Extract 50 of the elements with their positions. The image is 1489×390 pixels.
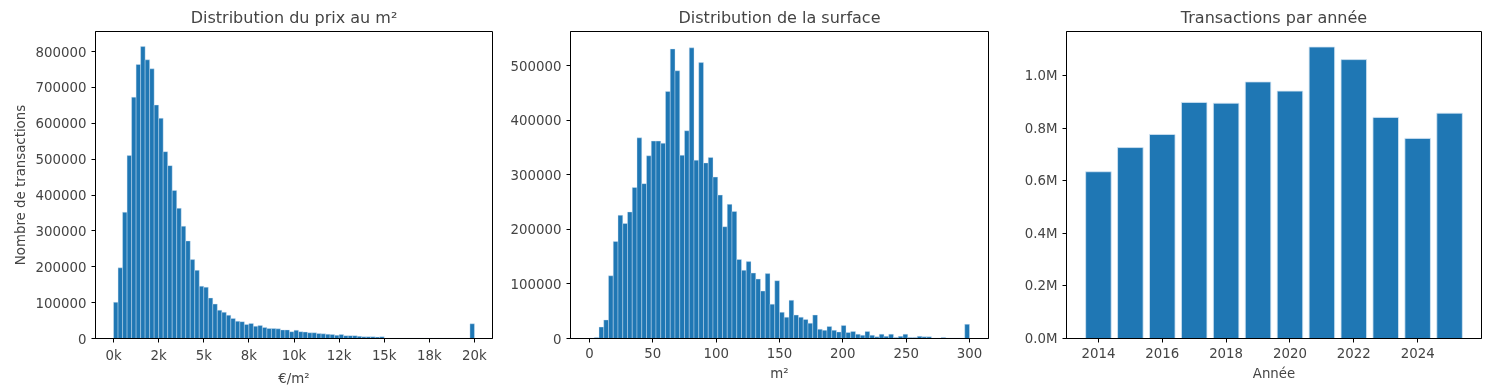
x-tick-label: 2018 (1209, 345, 1244, 361)
y-tick-label: 0.8M (1024, 120, 1058, 136)
x-tick-label: 2016 (1145, 345, 1180, 361)
y-tick-label: 0.0M (1024, 331, 1058, 346)
y-tick-label: 300000 (35, 223, 87, 239)
y-tick-label: 0 (78, 331, 87, 347)
x-tick-label: 0 (585, 345, 594, 361)
x-axis-title: m² (770, 365, 789, 381)
x-tick-label: 2020 (1273, 345, 1307, 361)
y-tick-label: 0.6M (1024, 173, 1058, 189)
chart-title: Transactions par année (1179, 7, 1368, 27)
x-tick-label: 200 (830, 345, 856, 361)
x-axis-title: €/m² (278, 370, 310, 386)
y-tick-label: 800000 (35, 44, 87, 60)
x-tick-label: 8k (240, 347, 258, 363)
x-tick-label: 2k (150, 347, 168, 363)
x-tick-label: 20k (462, 347, 488, 363)
y-tick-label: 300000 (510, 167, 562, 183)
x-tick-label: 15k (371, 347, 397, 363)
y-tick-label: 500000 (510, 58, 562, 74)
chart-title: Distribution du prix au m² (190, 7, 398, 27)
x-tick-label: 150 (766, 345, 793, 361)
chart-title: Distribution de la surface (678, 7, 881, 27)
x-tick-label: 2022 (1336, 345, 1371, 361)
y-tick-label: 0.4M (1024, 225, 1058, 241)
y-tick-label: 200000 (510, 222, 562, 238)
x-tick-label: 300 (956, 345, 983, 361)
x-tick-label: 2024 (1400, 345, 1435, 361)
y-tick-label: 400000 (35, 188, 87, 204)
y-tick-label: 200000 (35, 259, 87, 275)
x-tick-label: 0k (105, 347, 122, 363)
x-tick-label: 18k (417, 347, 442, 363)
x-tick-label: 250 (893, 345, 919, 361)
x-tick-label: 12k (326, 347, 352, 363)
y-tick-label: 0 (553, 331, 562, 347)
x-tick-label: 10k (281, 347, 307, 363)
x-tick-label: 100 (703, 345, 729, 361)
y-tick-label: 0.2M (1024, 278, 1058, 294)
x-tick-label: 2014 (1081, 345, 1116, 361)
x-tick-label: 50 (644, 345, 662, 361)
x-tick-label: 5k (195, 347, 213, 363)
y-tick-label: 400000 (510, 113, 562, 129)
y-tick-label: 100000 (510, 276, 562, 292)
y-tick-label: 1.0M (1024, 68, 1058, 84)
y-axis-title: Nombre de transactions (12, 104, 28, 266)
y-tick-label: 500000 (35, 152, 87, 168)
y-tick-label: 600000 (35, 116, 87, 132)
x-axis-title: Année (1252, 365, 1296, 381)
y-tick-label: 700000 (35, 80, 87, 96)
y-tick-label: 100000 (35, 295, 87, 311)
